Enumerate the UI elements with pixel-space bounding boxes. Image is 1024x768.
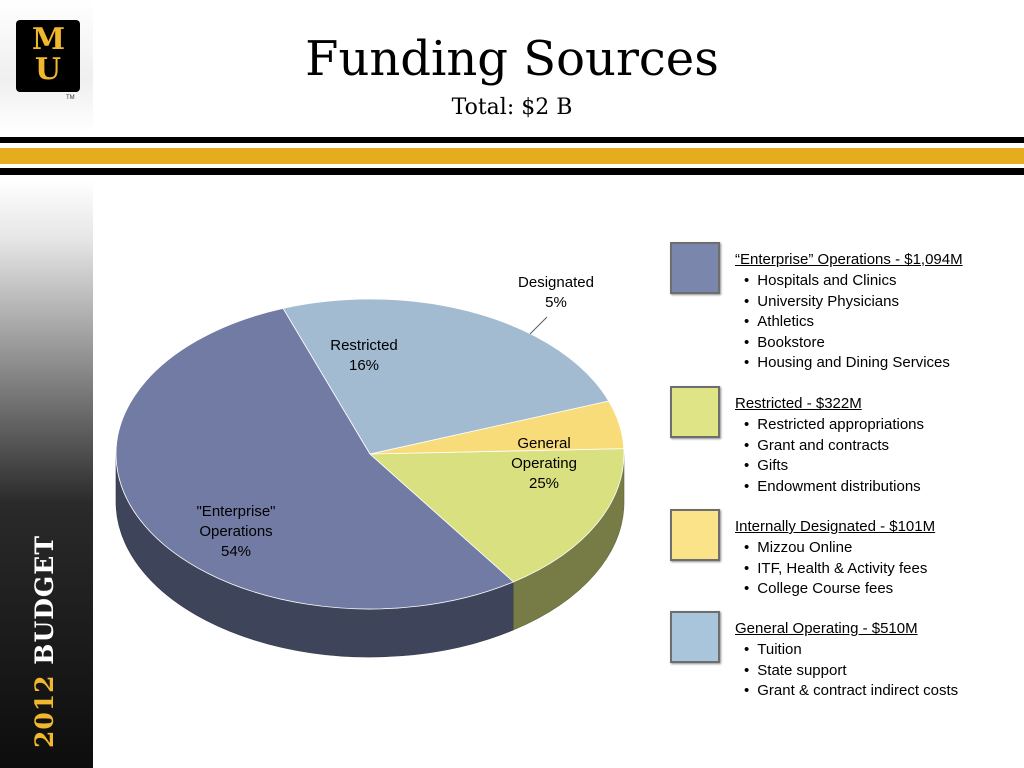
legend-item: State support — [744, 661, 958, 682]
header-stripe-bottom — [0, 168, 1024, 175]
pie-label-line: Operations — [199, 523, 272, 540]
side-label: 2012 BUDGET — [30, 535, 59, 748]
pie-labels: "Enterprise" Operations 54% Restricted 16% De… — [196, 274, 593, 560]
legend-item: Athletics — [744, 312, 950, 333]
pie-label: Designated 5% — [518, 274, 594, 311]
header-stripe-gold — [0, 148, 1024, 164]
legend-item: Grant and contracts — [744, 436, 924, 457]
pie-label-line: Designated — [518, 274, 594, 291]
legend-item: ITF, Health & Activity fees — [744, 559, 927, 580]
pie-slice — [115, 307, 515, 610]
pie-label-line: General — [517, 435, 570, 452]
legend-heading-restricted: Restricted - $322M — [735, 395, 862, 412]
legend-swatch-restricted — [670, 386, 720, 438]
pie-label-line: Restricted — [330, 337, 398, 354]
pie-label: Restricted 16% — [330, 337, 398, 374]
legend-item: Restricted appropriations — [744, 415, 924, 436]
pie-label-line: 25% — [529, 475, 559, 492]
page-subtitle: Total: $2 B — [451, 95, 573, 120]
legend-swatch-general — [670, 611, 720, 663]
pie-label: "Enterprise" Operations 54% — [196, 503, 275, 560]
legend-item: College Course fees — [744, 579, 927, 600]
pie-label-line: "Enterprise" — [196, 503, 275, 520]
mu-logo: M U — [16, 20, 80, 92]
pie-chart-svg: "Enterprise" Operations 54% Restricted 16% De… — [115, 274, 625, 658]
legend-list-general: Tuition State support Grant & contract i… — [744, 640, 958, 702]
side-label-word: BUDGET — [30, 535, 59, 665]
pie-label-line: 5% — [545, 294, 567, 311]
designated-leader-line — [529, 316, 548, 335]
legend-swatch-enterprise — [670, 242, 720, 294]
legend-item: Housing and Dining Services — [744, 353, 950, 374]
legend-item: Gifts — [744, 456, 924, 477]
page-title: Funding Sources — [305, 31, 719, 87]
trademark-mark: TM — [66, 95, 75, 101]
side-label-year: 2012 — [30, 674, 59, 748]
legend-item: Grant & contract indirect costs — [744, 681, 958, 702]
logo-letter-m: M — [31, 22, 65, 57]
pie-label: General Operating 25% — [511, 435, 577, 492]
logo-letter-u: U — [34, 52, 62, 87]
legend-list-restricted: Restricted appropriations Grant and cont… — [744, 415, 924, 497]
legend-item: University Physicians — [744, 292, 950, 313]
legend-heading-designated: Internally Designated - $101M — [735, 518, 936, 535]
pie-slice — [368, 448, 625, 583]
legend-item: Hospitals and Clinics — [744, 271, 950, 292]
pie-slice — [282, 298, 610, 455]
pie-label-line: 16% — [349, 357, 379, 374]
legend-item: Mizzou Online — [744, 538, 927, 559]
legend-item: Tuition — [744, 640, 958, 661]
legend-item: Endowment distributions — [744, 477, 924, 498]
header-stripe-top — [0, 137, 1024, 143]
pie-tops — [115, 298, 625, 610]
legend-item: Bookstore — [744, 333, 950, 354]
pie-label-line: Operating — [511, 455, 577, 472]
legend-list-enterprise: Hospitals and Clinics University Physici… — [744, 271, 950, 374]
legend-swatch-designated — [670, 509, 720, 561]
legend-list-designated: Mizzou Online ITF, Health & Activity fee… — [744, 538, 927, 600]
legend-heading-enterprise: “Enterprise” Operations - $1,094M — [735, 251, 963, 268]
pie-chart: "Enterprise" Operations 54% Restricted 16% De… — [100, 240, 640, 700]
side-strip — [0, 180, 93, 768]
legend-heading-general: General Operating - $510M — [735, 620, 918, 637]
pie-label-line: 54% — [221, 543, 251, 560]
